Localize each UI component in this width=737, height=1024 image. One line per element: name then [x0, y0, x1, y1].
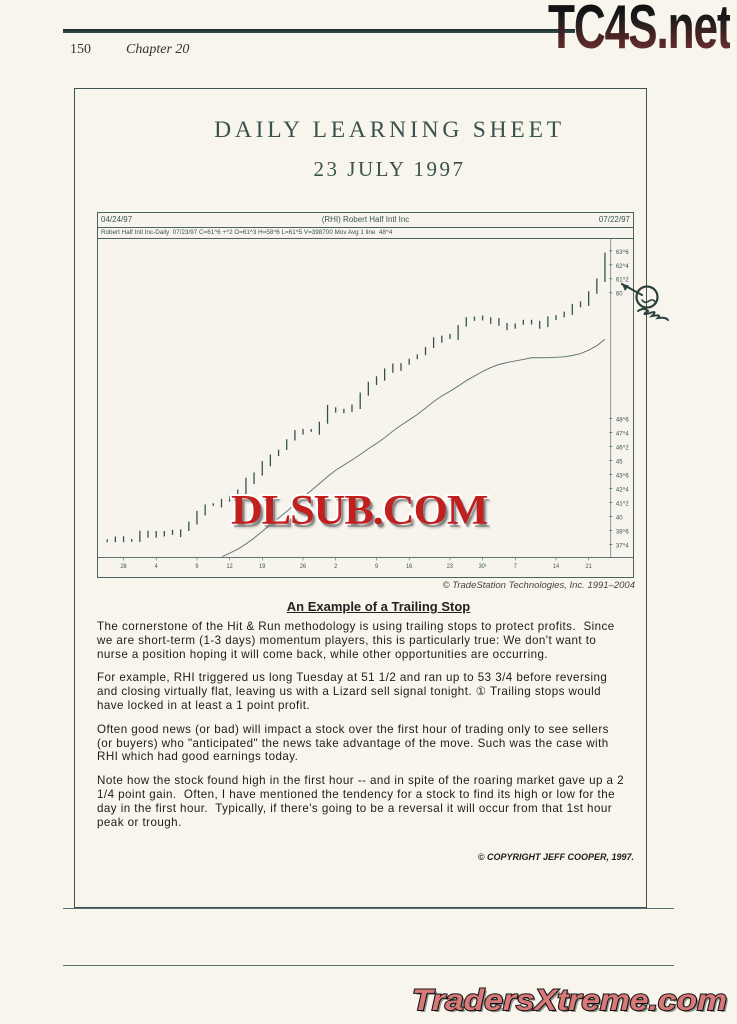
svg-text:26: 26 [300, 564, 307, 570]
svg-text:12: 12 [227, 564, 233, 570]
svg-text:28: 28 [120, 564, 127, 570]
svg-text:38^6: 38^6 [616, 528, 629, 535]
svg-text:9: 9 [375, 564, 378, 570]
svg-text:37^4: 37^4 [616, 542, 629, 549]
svg-text:41^2: 41^2 [616, 500, 629, 507]
svg-text:40: 40 [616, 514, 623, 521]
svg-text:47^4: 47^4 [616, 430, 629, 437]
svg-text:43^6: 43^6 [616, 472, 629, 479]
svg-text:48^6: 48^6 [616, 416, 629, 423]
svg-text:9: 9 [195, 564, 198, 570]
svg-text:23: 23 [447, 564, 454, 570]
svg-text:45: 45 [616, 458, 623, 465]
svg-text:46^2: 46^2 [616, 444, 629, 451]
svg-text:2: 2 [334, 564, 337, 570]
svg-text:14: 14 [553, 564, 560, 570]
svg-text:16: 16 [406, 564, 413, 570]
svg-text:19: 19 [259, 564, 265, 570]
svg-text:4: 4 [155, 564, 159, 570]
svg-text:62^4: 62^4 [616, 263, 629, 270]
svg-text:21: 21 [586, 564, 592, 570]
svg-text:63^6: 63^6 [616, 248, 629, 255]
svg-text:42^4: 42^4 [616, 486, 629, 493]
svg-text:30¹: 30¹ [479, 564, 487, 570]
svg-text:7: 7 [514, 564, 517, 570]
